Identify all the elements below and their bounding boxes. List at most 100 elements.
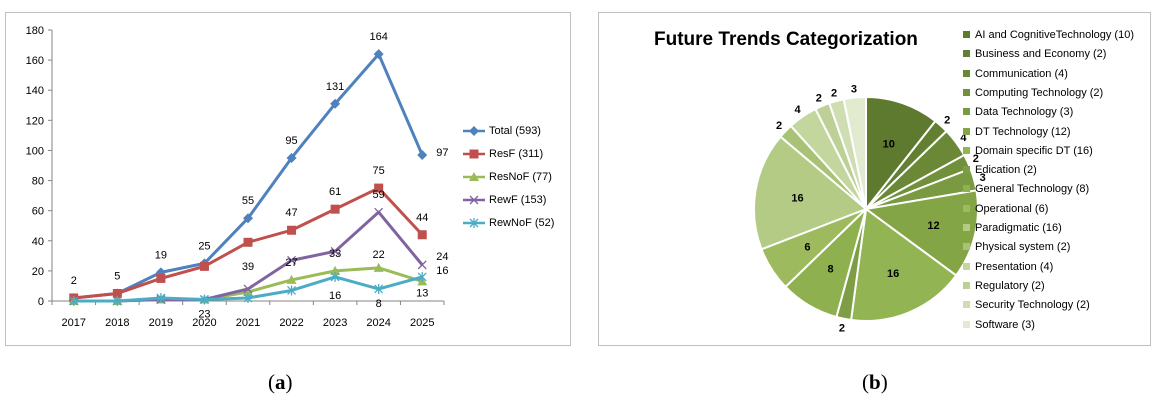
pie-slices <box>753 95 979 322</box>
data-label: 164 <box>369 31 387 43</box>
legend-swatch <box>963 262 970 270</box>
data-point <box>286 274 297 284</box>
data-label: 59 <box>373 189 385 201</box>
legend-point <box>469 195 479 205</box>
data-point <box>112 296 122 306</box>
x-tick-label: 2022 <box>279 317 303 329</box>
data-point <box>156 273 166 283</box>
y-tick-label: 160 <box>26 55 44 67</box>
caption-a-letter: a <box>275 370 286 394</box>
data-label: 27 <box>285 257 297 269</box>
data-point <box>417 149 428 160</box>
data-point <box>330 246 340 256</box>
pie-chart-title: Future Trends Categorization <box>654 29 918 50</box>
pie-slice-label: 3 <box>851 84 857 96</box>
legend-item-general-technology: General Technology (8) <box>963 181 1089 197</box>
legend-swatch <box>963 185 970 193</box>
legend-point <box>469 172 479 182</box>
legend-item-dt-technology: DT Technology (12) <box>963 124 1071 140</box>
data-label: 5 <box>114 270 120 282</box>
data-point <box>112 288 122 298</box>
pie-slice-dt-technology <box>863 189 979 277</box>
data-point <box>417 260 427 270</box>
pie-slice-label: 2 <box>973 153 979 165</box>
legend-label: Paradigmatic (16) <box>975 222 1062 234</box>
pie-slice-label: 2 <box>776 120 782 132</box>
data-point <box>199 261 209 271</box>
y-tick-label: 80 <box>32 176 44 188</box>
x-tick-label: 2017 <box>62 317 86 329</box>
legend-label: ResNoF (77) <box>489 171 552 183</box>
pie-slice-ai-and-cognitivetechnology <box>865 95 937 212</box>
legend-swatch <box>963 50 970 58</box>
pie-slice-label: 16 <box>887 268 899 280</box>
y-tick-label: 140 <box>26 85 44 97</box>
legend-swatch <box>963 108 970 116</box>
y-tick-label: 60 <box>32 206 44 218</box>
pie-slice-label: 4 <box>960 132 967 144</box>
legend-swatch <box>963 224 970 231</box>
legend-label: AI and CognitiveTechnology (10) <box>975 29 1134 41</box>
data-label: 75 <box>373 165 385 177</box>
x-tick-label: 2023 <box>323 317 347 329</box>
legend-label: ResF (311) <box>489 148 544 160</box>
legend-item-data-technology: Data Technology (3) <box>963 104 1073 120</box>
legend-item-communication: Communication (4) <box>963 66 1068 82</box>
data-label: 33 <box>329 248 341 260</box>
legend-item-software: Software (3) <box>963 317 1035 333</box>
legend-item-physical-system: Physical system (2) <box>963 239 1070 255</box>
legend-label: RewNoF (52) <box>489 217 555 229</box>
pie-slice-label: 2 <box>831 87 837 99</box>
pie-slice-label: 3 <box>980 172 986 184</box>
data-point <box>330 265 341 275</box>
legend-label: Communication (4) <box>975 67 1068 80</box>
legend-label: RewF (153) <box>489 194 547 206</box>
data-point <box>417 230 427 240</box>
pie-slice-label: 2 <box>816 93 822 105</box>
data-point <box>330 98 341 109</box>
legend-label: Software (3) <box>975 318 1035 331</box>
legend-item-rewnof: RewNoF (52) <box>463 215 554 231</box>
data-point <box>330 204 340 214</box>
y-tick-label: 120 <box>26 115 44 127</box>
legend-label: Edication (2) <box>975 164 1037 177</box>
legend-marker <box>463 195 485 205</box>
data-point <box>156 292 166 303</box>
data-point <box>243 284 253 294</box>
data-label: 13 <box>416 287 428 299</box>
legend-swatch <box>963 243 970 251</box>
legend-item-ai-and-cognitivetechnology: AI and CognitiveTechnology (10) <box>963 27 1134 43</box>
data-point <box>374 283 384 294</box>
data-label: 47 <box>285 207 297 219</box>
pie-slice-label: 16 <box>791 192 803 204</box>
y-tick-label: 100 <box>26 145 44 157</box>
legend-label: Physical system (2) <box>975 241 1071 254</box>
y-tick-label: 40 <box>32 236 44 248</box>
series-rewnof <box>69 271 427 306</box>
data-label: 61 <box>329 186 341 198</box>
legend-swatch <box>963 69 970 77</box>
data-point <box>373 49 384 60</box>
data-label: 25 <box>198 240 210 252</box>
line-chart-panel: 0 20 40 60 80 100 120 140 160 180 2017 2018 2019 2020… <box>5 12 571 346</box>
legend-item-security-technology: Security Technology (2) <box>963 297 1090 313</box>
legend-swatch <box>963 281 970 289</box>
data-label: 39 <box>242 261 254 273</box>
x-tick-label: 2018 <box>105 317 129 329</box>
y-tick-label: 0 <box>38 296 44 308</box>
legend-item-resnof: ResNoF (77) <box>463 169 552 185</box>
legend-label: Security Technology (2) <box>975 299 1090 312</box>
data-point <box>374 207 384 217</box>
legend-item-edication: Edication (2) <box>963 162 1037 178</box>
legend-label: DT Technology (12) <box>975 125 1071 138</box>
legend-label: Domain specific DT (16) <box>975 144 1093 157</box>
line-chart-legend: Total (593) ResF (311) ResNoF (77) RewF (15… <box>463 123 568 233</box>
legend-label: Regulatory (2) <box>975 279 1045 292</box>
legend-item-domain-specific-dt: Domain specific DT (16) <box>963 143 1093 159</box>
pie-slice-label: 12 <box>927 220 939 232</box>
legend-marker <box>463 149 485 159</box>
data-point <box>243 237 253 247</box>
legend-label: Presentation (4) <box>975 260 1054 273</box>
data-point <box>243 286 253 296</box>
